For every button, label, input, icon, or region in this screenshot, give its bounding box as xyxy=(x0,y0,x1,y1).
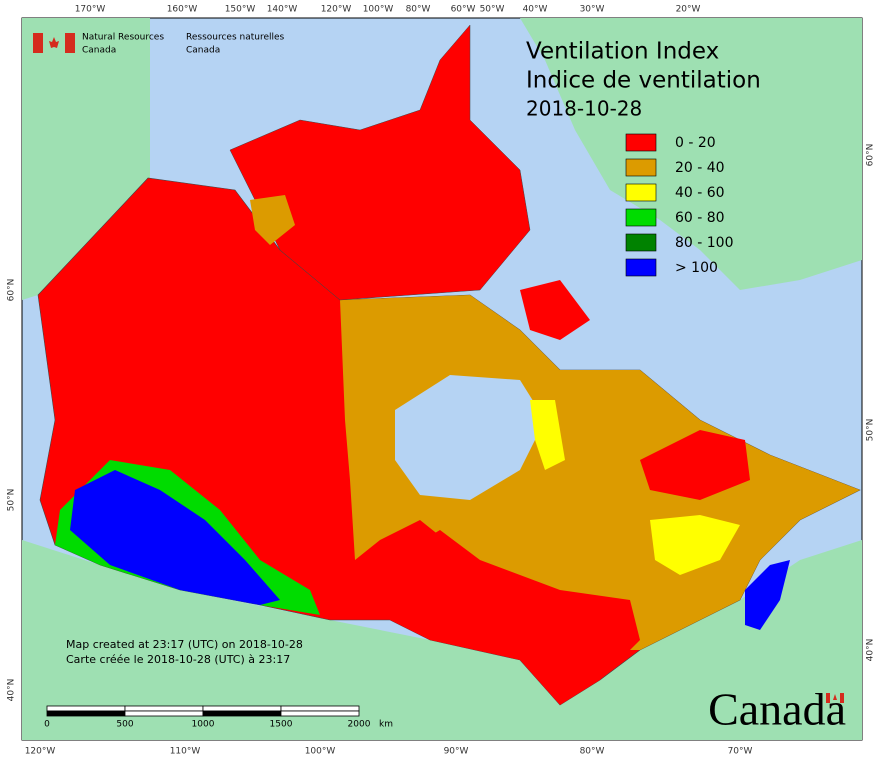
graticule-label: 80°W xyxy=(580,747,605,757)
graticule-label: 150°W xyxy=(225,5,256,15)
graticule-label: 120°W xyxy=(25,747,56,757)
title: Indice de ventilation xyxy=(526,68,761,94)
graticule-label: 100°W xyxy=(305,747,336,757)
quebec-yellow xyxy=(650,515,740,575)
graticule-label: 30°W xyxy=(580,5,605,15)
scale-unit: km xyxy=(379,720,393,730)
scale-segment xyxy=(280,705,360,712)
legend-label: 0 - 20 xyxy=(675,135,716,151)
graticule-label: 110°W xyxy=(170,747,201,757)
graticule-label: 160°W xyxy=(167,5,198,15)
flag-band xyxy=(33,33,43,53)
scale-segment xyxy=(124,705,204,712)
scale-label: 500 xyxy=(116,720,133,730)
graticule-label: 70°W xyxy=(728,747,753,757)
graticule-label: 170°W xyxy=(75,5,106,15)
greenland xyxy=(520,18,862,290)
graticule-label: 40°N xyxy=(7,679,17,702)
graticule-label: 50°N xyxy=(7,489,17,512)
scale-label: 1500 xyxy=(270,720,293,730)
agency-text: Canada xyxy=(82,46,116,56)
agency-text: Ressources naturelles xyxy=(186,33,285,43)
nova-scotia-blue xyxy=(745,560,790,630)
graticule-label: 90°W xyxy=(444,747,469,757)
graticule-label: 50°W xyxy=(480,5,505,15)
agency-text: Canada xyxy=(186,46,220,56)
scale-segment xyxy=(280,710,360,717)
graticule-labels: 170°W 160°W 150°W 140°W 120°W 100°W 80°W 60°W 50… xyxy=(7,5,876,757)
wordmark-flag xyxy=(826,693,830,703)
wordmark: Canada xyxy=(708,684,846,735)
scale-label: 1000 xyxy=(192,720,215,730)
wordmark-leaf xyxy=(833,694,837,700)
logo xyxy=(33,33,75,53)
scale-segment xyxy=(46,710,126,717)
legend-swatch xyxy=(625,133,657,152)
legend-swatch xyxy=(625,233,657,252)
graticule-label: 60°N xyxy=(7,279,17,302)
hudson-bay xyxy=(395,375,545,500)
scale-label: 0 xyxy=(44,720,50,730)
west-blue xyxy=(70,470,280,605)
graticule-label: 60°N xyxy=(866,144,876,167)
note: Map created at 23:17 (UTC) on 2018-10-28 xyxy=(66,638,303,651)
legend-label: 60 - 80 xyxy=(675,210,725,226)
scale-segment xyxy=(202,705,282,712)
victoria-island xyxy=(250,195,295,245)
graticule-label: 60°W xyxy=(451,5,476,15)
scale-bar: 0 500 1000 1500 2000 km xyxy=(44,705,393,730)
scale-label: 2000 xyxy=(348,720,371,730)
ontario-red xyxy=(390,530,640,705)
labrador-red xyxy=(640,430,750,500)
maple-leaf xyxy=(49,37,59,48)
legend-swatch xyxy=(625,158,657,177)
arctic-islands xyxy=(229,24,531,301)
legend-label: 40 - 60 xyxy=(675,185,725,201)
graticule-label: 120°W xyxy=(321,5,352,15)
graticule-label: 100°W xyxy=(363,5,394,15)
legend-label: > 100 xyxy=(675,260,718,276)
agency-text: Natural Resources xyxy=(82,33,164,43)
land xyxy=(22,18,862,740)
legend-swatch xyxy=(625,208,657,227)
scale-segment xyxy=(202,710,282,717)
title: Ventilation Index xyxy=(526,39,719,65)
legend-label: 20 - 40 xyxy=(675,160,725,176)
legend-swatch xyxy=(625,183,657,202)
alaska xyxy=(22,18,150,300)
flag-band xyxy=(65,33,75,53)
graticule-label: 50°N xyxy=(866,419,876,442)
graticule-label: 80°W xyxy=(406,5,431,15)
graticule-label: 40°W xyxy=(523,5,548,15)
wordmark-flag xyxy=(840,693,844,703)
usa xyxy=(22,540,862,740)
scale-segment xyxy=(46,705,126,712)
legend: 0 - 20 20 - 40 40 - 60 60 - 80 80 - 100 > 100 xyxy=(625,133,734,277)
scale-segment xyxy=(124,710,204,717)
legend-label: 80 - 100 xyxy=(675,235,734,251)
note: Carte créée le 2018-10-28 (UTC) à 23:17 xyxy=(66,653,290,666)
date: 2018-10-28 xyxy=(526,97,642,121)
nunavik-yellow xyxy=(530,400,565,470)
graticule-label: 40°N xyxy=(866,639,876,662)
legend-swatch xyxy=(625,258,657,277)
graticule-label: 140°W xyxy=(267,5,298,15)
graticule-label: 20°W xyxy=(676,5,701,15)
baffin-south xyxy=(520,280,590,340)
